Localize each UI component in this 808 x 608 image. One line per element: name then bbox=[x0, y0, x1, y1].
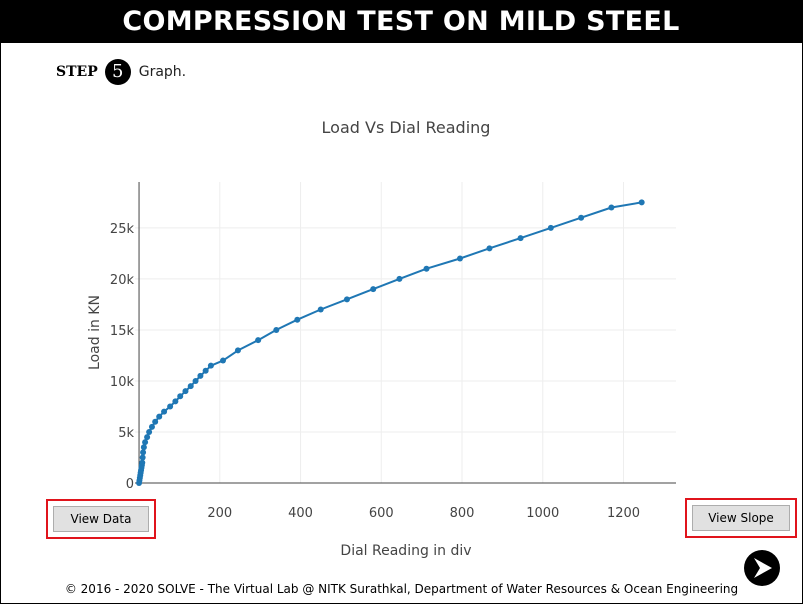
x-tick-label: 400 bbox=[288, 506, 313, 521]
data-point bbox=[139, 454, 146, 461]
data-point bbox=[638, 199, 645, 206]
footer-copyright: © 2016 - 2020 SOLVE - The Virtual Lab @ … bbox=[64, 582, 739, 596]
x-tick-label: 1200 bbox=[607, 506, 640, 521]
step-label: STEP bbox=[56, 64, 98, 80]
data-point bbox=[220, 357, 227, 364]
data-point bbox=[202, 367, 209, 374]
data-point bbox=[486, 245, 493, 252]
x-tick-label: 600 bbox=[369, 506, 394, 521]
data-point bbox=[547, 224, 554, 231]
y-axis-title: Load in KN bbox=[87, 295, 103, 370]
data-point bbox=[182, 388, 189, 395]
data-point bbox=[234, 347, 241, 354]
data-point bbox=[273, 326, 280, 333]
page-title: COMPRESSION TEST ON MILD STEEL bbox=[0, 0, 802, 43]
data-point bbox=[177, 393, 184, 400]
data-point bbox=[457, 255, 464, 262]
data-point bbox=[317, 306, 324, 313]
view-data-button[interactable]: View Data bbox=[53, 506, 149, 532]
data-point bbox=[423, 265, 430, 272]
data-point bbox=[343, 296, 350, 303]
y-tick-label: 5k bbox=[118, 426, 134, 441]
data-point bbox=[396, 275, 403, 282]
data-point bbox=[294, 316, 301, 323]
load-vs-dial-reading-chart: 02004006008001000120005k10k15k20k25kLoad… bbox=[87, 118, 676, 559]
data-point bbox=[140, 449, 147, 456]
data-point bbox=[156, 413, 163, 420]
data-point bbox=[255, 337, 262, 344]
data-point bbox=[167, 403, 174, 410]
data-point bbox=[172, 398, 179, 405]
step-indicator: STEP 5 Graph. bbox=[56, 58, 186, 86]
data-point bbox=[146, 428, 153, 435]
y-tick-label: 0 bbox=[126, 477, 134, 492]
data-point bbox=[192, 377, 199, 384]
data-point bbox=[139, 459, 146, 466]
x-tick-label: 200 bbox=[207, 506, 232, 521]
data-point bbox=[207, 362, 214, 369]
view-data-button-highlight: View Data bbox=[46, 499, 156, 539]
next-button[interactable] bbox=[744, 550, 780, 586]
data-point bbox=[370, 286, 377, 293]
y-tick-label: 15k bbox=[110, 324, 135, 339]
view-slope-button[interactable]: View Slope bbox=[692, 505, 790, 531]
data-point bbox=[517, 235, 524, 242]
data-point bbox=[608, 204, 615, 211]
data-point bbox=[140, 444, 147, 451]
data-point bbox=[144, 434, 151, 441]
series-line bbox=[138, 201, 642, 484]
data-point bbox=[148, 423, 155, 430]
step-description: Graph. bbox=[138, 64, 187, 80]
data-point bbox=[142, 439, 149, 446]
arrow-right-icon bbox=[754, 558, 772, 578]
data-point bbox=[578, 214, 585, 221]
x-tick-label: 1000 bbox=[526, 506, 559, 521]
step-number-badge: 5 bbox=[104, 59, 131, 85]
chart-title: Load Vs Dial Reading bbox=[322, 118, 491, 137]
y-tick-label: 10k bbox=[110, 375, 135, 390]
y-tick-label: 25k bbox=[110, 222, 135, 237]
view-slope-button-highlight: View Slope bbox=[685, 498, 797, 538]
x-tick-label: 800 bbox=[450, 506, 475, 521]
data-point bbox=[197, 372, 204, 379]
data-point bbox=[161, 408, 168, 415]
data-point bbox=[152, 418, 159, 425]
x-axis-title: Dial Reading in div bbox=[340, 543, 471, 559]
y-tick-label: 20k bbox=[110, 273, 135, 288]
data-point bbox=[187, 383, 194, 390]
